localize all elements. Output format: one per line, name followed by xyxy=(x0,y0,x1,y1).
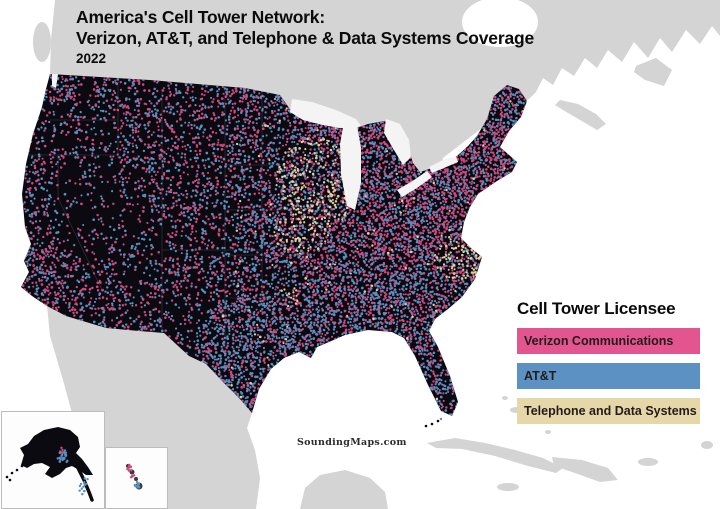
legend-item-att: AT&T xyxy=(517,363,700,389)
attribution-text: SoundingMaps.com xyxy=(297,437,407,448)
legend-item-tds: Telephone and Data Systems xyxy=(517,398,700,424)
legend-item-verizon: Verizon Communications xyxy=(517,328,700,354)
legend-title: Cell Tower Licensee xyxy=(517,299,676,318)
legend-label-verizon: Verizon Communications xyxy=(524,334,674,348)
legend-label-tds: Telephone and Data Systems xyxy=(524,404,697,418)
legend: Cell Tower Licensee Verizon Communicatio… xyxy=(517,299,700,424)
legend-label-att: AT&T xyxy=(524,369,557,383)
